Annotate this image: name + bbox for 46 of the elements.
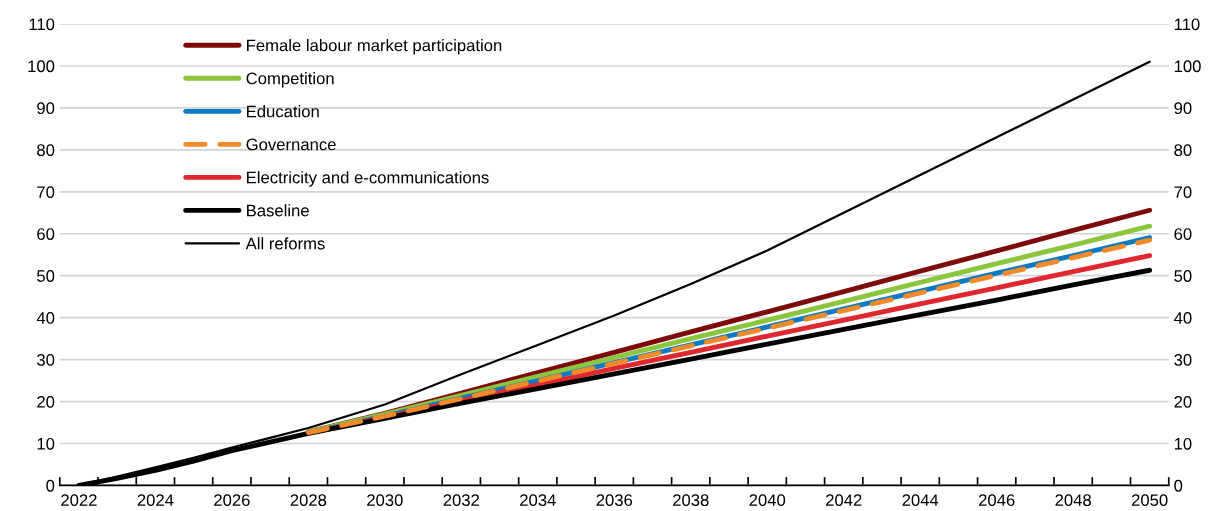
- y-tick-label: 100: [28, 60, 55, 73]
- y-tick-label: 50: [37, 270, 55, 282]
- y2-tick-label: 100: [1174, 60, 1201, 73]
- y-tick-label: 40: [36, 312, 55, 324]
- legend-label: Education: [247, 105, 319, 118]
- y2-tick-label: 50: [1174, 270, 1192, 282]
- legend-label: Baseline: [247, 204, 309, 217]
- x-tick-label: 2040: [749, 494, 786, 507]
- legend-label: Competition: [246, 72, 334, 88]
- y-tick-label: 110: [29, 18, 55, 31]
- y-tick-label: 10: [37, 437, 55, 450]
- x-tick-label: 2030: [367, 494, 403, 507]
- x-tick-label: 2042: [826, 494, 862, 507]
- legend-label: All reforms: [245, 237, 325, 250]
- y2-tick-label: 70: [1174, 186, 1192, 199]
- y2-tick-label: 30: [1174, 354, 1192, 366]
- y-tick-label: 20: [37, 395, 55, 408]
- y2-tick-label: 60: [1174, 228, 1192, 240]
- y2-tick-label: 10: [1174, 437, 1192, 450]
- y2-tick-label: 80: [1174, 144, 1192, 157]
- x-tick-label: 2024: [137, 494, 174, 507]
- x-tick-label: 2038: [673, 494, 709, 507]
- x-tick-label: 2046: [978, 494, 1015, 507]
- x-tick-label: 2022: [61, 494, 97, 507]
- y2-tick-label: 40: [1174, 312, 1192, 324]
- x-tick-label: 2048: [1055, 494, 1091, 507]
- y2-tick-label: 110: [1174, 18, 1200, 31]
- y2-tick-label: 0: [1174, 479, 1183, 492]
- y-tick-label: 0: [46, 479, 55, 492]
- y2-tick-label: 90: [1174, 102, 1192, 115]
- x-tick-label: 2026: [214, 494, 250, 507]
- legend-label: Governance: [246, 138, 336, 151]
- y-tick-label: 80: [37, 144, 55, 157]
- x-tick-label: 2032: [443, 494, 480, 507]
- y-tick-label: 70: [37, 186, 55, 199]
- y-tick-label: 60: [37, 228, 55, 240]
- y-tick-label: 30: [37, 354, 55, 366]
- x-tick-label: 2036: [596, 494, 633, 507]
- x-tick-label: 2034: [520, 494, 556, 507]
- x-tick-label: 2028: [290, 494, 327, 507]
- legend-label: Electricity and e-communications: [247, 171, 489, 187]
- y-tick-label: 90: [37, 102, 55, 115]
- x-tick-label: 2044: [902, 494, 939, 507]
- y2-tick-label: 20: [1174, 395, 1192, 408]
- x-tick-label: 2050: [1131, 494, 1168, 507]
- legend-label: Female labour market participation: [247, 39, 502, 55]
